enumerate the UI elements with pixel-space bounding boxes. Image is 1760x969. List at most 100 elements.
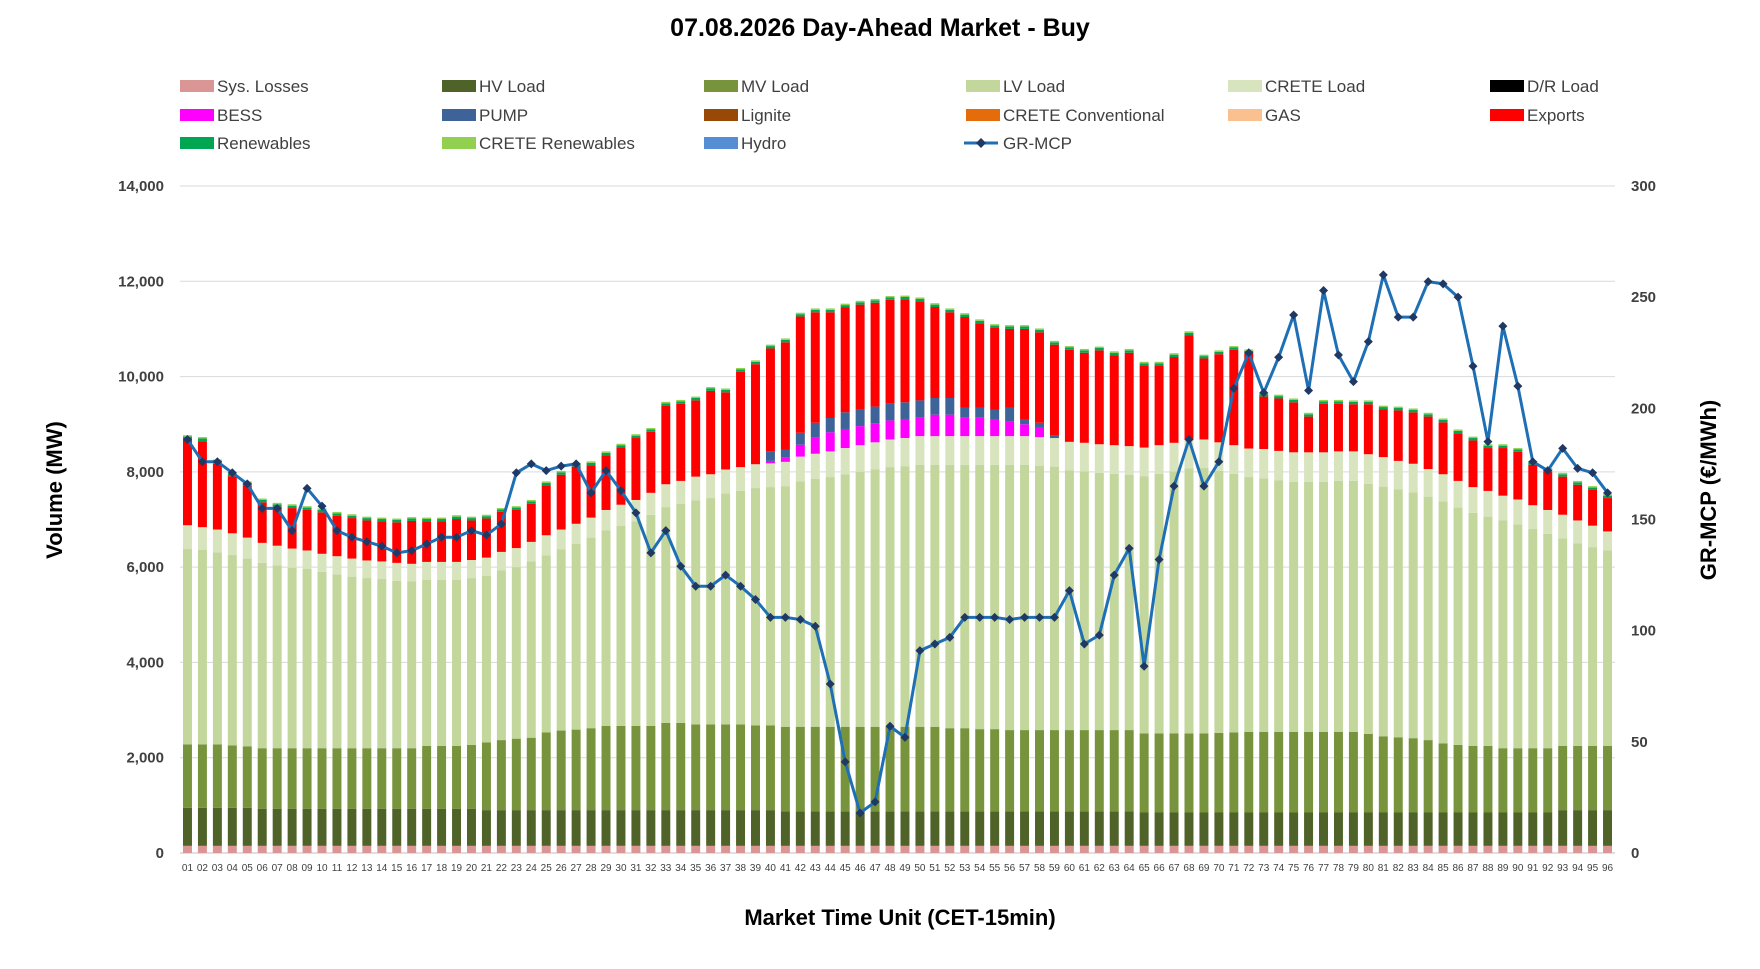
bar-segment-renewables <box>392 519 402 523</box>
bar-segment-renewables <box>945 309 955 313</box>
bar-segment-pump <box>825 418 835 433</box>
bar-segment-mv-load <box>945 728 955 812</box>
bar-segment-renewables <box>556 472 566 475</box>
bar-segment-renewables <box>765 346 775 349</box>
bar-segment-crete-load <box>1199 439 1209 469</box>
bar-segment-renewables <box>1468 438 1478 441</box>
bar-segment-crete-renewables <box>646 428 656 430</box>
y2-tick-label: 200 <box>1631 400 1656 417</box>
bar-segment-crete-renewables <box>1079 348 1089 351</box>
bar-segment-sys-losses <box>1094 845 1104 853</box>
bar-segment-mv-load <box>1543 748 1553 813</box>
gr-mcp-point <box>631 508 641 518</box>
bar-segment-lv-load <box>1274 480 1284 732</box>
bar-segment-crete-load <box>212 529 222 553</box>
bar-segment-sys-losses <box>1363 845 1373 853</box>
bar-segment-crete-load <box>1229 445 1239 474</box>
x-tick-label: 15 <box>391 863 403 874</box>
bar-segment-hv-load <box>437 808 447 846</box>
gr-mcp-point <box>1035 612 1045 622</box>
bar-segment-exports <box>1483 448 1493 491</box>
bar-segment-crete-load <box>1588 525 1598 548</box>
bar-segment-sys-losses <box>751 845 760 853</box>
bar-segment-hv-load <box>1483 812 1493 846</box>
bar-segment-hv-load <box>930 811 940 846</box>
x-tick-label: 16 <box>406 863 418 874</box>
gr-mcp-point <box>840 757 850 767</box>
bar-segment-sys-losses <box>1468 845 1478 853</box>
bar-segment-sys-losses <box>1558 845 1568 853</box>
gr-mcp-point <box>1094 630 1104 640</box>
bar-segment-lv-load <box>616 525 626 726</box>
bar-segment-renewables <box>467 518 476 521</box>
bar-segment-lv-load <box>1468 512 1478 746</box>
bar-segment-crete-renewables <box>1378 405 1388 408</box>
gr-mcp-point <box>810 621 820 631</box>
bar-segment-crete-renewables <box>1035 328 1044 330</box>
bar-segment-mv-load <box>795 726 805 812</box>
bar-segment-crete-load <box>915 436 925 465</box>
bar-segment-crete-load <box>1438 474 1448 502</box>
bar-segment-crete-renewables <box>601 451 611 453</box>
bar-segment-pump <box>900 402 910 419</box>
bar-segment-mv-load <box>571 729 581 811</box>
bar-segment-sys-losses <box>377 845 387 853</box>
bar-segment-bess <box>795 444 805 457</box>
gr-mcp-point <box>317 501 327 511</box>
bar-segment-crete-load <box>646 492 656 515</box>
bar-segment-hv-load <box>1528 812 1538 846</box>
bar-segment-pump <box>810 422 820 438</box>
gr-mcp-point <box>1124 543 1134 553</box>
bar-segment-mv-load <box>1408 738 1418 813</box>
bar-segment-renewables <box>1453 430 1463 434</box>
bar-segment-sys-losses <box>1020 845 1030 853</box>
bar-segment-exports <box>257 502 267 543</box>
bar-segment-crete-load <box>870 442 880 470</box>
legend-swatch <box>1490 109 1524 121</box>
bar-segment-renewables <box>855 302 865 305</box>
gr-mcp-point <box>945 632 955 642</box>
x-tick-label: 20 <box>466 863 478 874</box>
gr-mcp-point <box>1438 279 1448 289</box>
bar-segment-crete-renewables <box>526 499 536 502</box>
bar-segment-sys-losses <box>1603 845 1613 853</box>
bar-segment-sys-losses <box>1453 845 1463 853</box>
bar-segment-mv-load <box>496 740 506 811</box>
bar-segment-mv-load <box>1558 745 1568 811</box>
bar-segment-exports <box>1588 489 1598 526</box>
bar-segment-mv-load <box>481 742 491 811</box>
gr-mcp-point <box>676 561 686 571</box>
x-tick-label: 17 <box>421 863 433 874</box>
x-tick-label: 86 <box>1452 863 1464 874</box>
bar-segment-hv-load <box>1438 812 1448 846</box>
bar-segment-mv-load <box>1214 732 1224 813</box>
bar-segment-exports <box>1214 354 1224 443</box>
bar-segment-mv-load <box>1498 748 1508 813</box>
bar-segment-hv-load <box>392 808 402 846</box>
bar-segment-crete-load <box>661 484 671 508</box>
gr-mcp-point <box>1005 615 1015 625</box>
bar-segment-sys-losses <box>1064 845 1074 853</box>
x-tick-label: 38 <box>735 863 747 874</box>
gr-mcp-point <box>1363 337 1373 347</box>
bar-segment-bess <box>900 418 910 439</box>
bar-segment-renewables <box>1513 449 1523 452</box>
bar-segment-crete-load <box>1543 509 1553 534</box>
bar-segment-lv-load <box>556 549 566 731</box>
x-tick-label: 68 <box>1183 863 1195 874</box>
bar-segment-crete-load <box>601 509 611 531</box>
bar-segment-sys-losses <box>900 845 910 853</box>
bar-segment-crete-load <box>795 456 805 482</box>
bar-segment-lv-load <box>1408 492 1418 739</box>
bar-segment-hv-load <box>347 808 357 846</box>
x-tick-label: 74 <box>1273 863 1285 874</box>
bar-segment-crete-load <box>437 561 447 580</box>
bar-segment-hv-load <box>1603 810 1613 846</box>
bar-segment-sys-losses <box>1528 845 1538 853</box>
bar-segment-lv-load <box>1289 481 1299 732</box>
bar-segment-pump <box>1020 419 1030 425</box>
bar-segment-hv-load <box>706 810 716 846</box>
x-tick-label: 24 <box>526 863 538 874</box>
bar-segment-crete-renewables <box>990 324 1000 326</box>
bar-segment-sys-losses <box>1333 845 1343 853</box>
